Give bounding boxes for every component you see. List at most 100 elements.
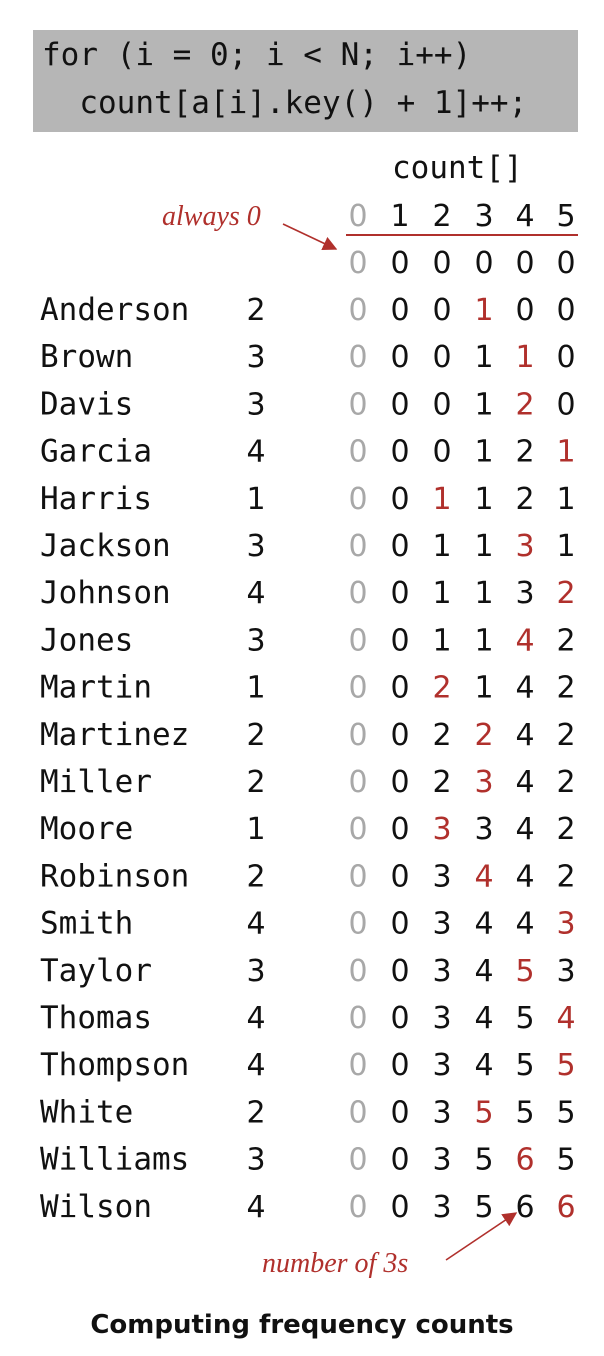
count-cell: 0 <box>556 293 575 328</box>
record-key: 3 <box>246 954 265 989</box>
record-name: Thomas <box>40 1000 152 1036</box>
count-cell: 0 <box>390 718 409 753</box>
count-cell-incremented: 3 <box>474 765 493 800</box>
table-row: Thompson 4 0 0 3 4 5 5 <box>40 1047 576 1083</box>
record-key: 2 <box>246 1095 265 1130</box>
record-key: 4 <box>246 907 265 942</box>
always-zero-annotation: always 0 <box>162 201 261 232</box>
table-row: White 2 0 0 3 5 5 5 <box>40 1094 576 1130</box>
count-cell-incremented: 2 <box>432 671 451 706</box>
record-key: 2 <box>246 859 265 894</box>
record-key: 2 <box>246 765 265 800</box>
count-cell: 0 <box>390 623 409 658</box>
count-cell: 0 <box>348 1143 367 1178</box>
count-cell: 3 <box>432 859 451 894</box>
initial-count-cell: 0 <box>390 246 409 281</box>
count-cell: 2 <box>556 812 575 847</box>
record-name: Taylor <box>40 953 152 989</box>
count-cell: 0 <box>390 576 409 611</box>
table-row: Harris 1 0 0 1 1 2 1 <box>40 481 576 517</box>
count-cell: 3 <box>432 1190 451 1225</box>
table-row: Wilson 4 0 0 3 5 6 6 <box>40 1189 576 1225</box>
count-cell: 5 <box>474 1143 493 1178</box>
count-cell: 4 <box>474 954 493 989</box>
array-label: count[] <box>392 150 523 186</box>
count-cell: 0 <box>390 671 409 706</box>
count-cell-incremented: 2 <box>474 718 493 753</box>
record-name: Johnson <box>40 575 171 611</box>
count-cell: 2 <box>432 765 451 800</box>
count-cell: 0 <box>348 529 367 564</box>
count-cell-incremented: 5 <box>556 1048 575 1083</box>
code-block-background <box>33 30 578 132</box>
count-cell: 0 <box>515 293 534 328</box>
record-key: 4 <box>246 1190 265 1225</box>
count-cell: 3 <box>432 1143 451 1178</box>
count-cell-incremented: 1 <box>474 293 493 328</box>
table-row: Jones 3 0 0 1 1 4 2 <box>40 622 576 658</box>
count-cell: 0 <box>348 954 367 989</box>
record-key: 1 <box>246 671 265 706</box>
record-key: 3 <box>246 1143 265 1178</box>
count-cell-incremented: 1 <box>556 435 575 470</box>
count-cell-incremented: 3 <box>432 812 451 847</box>
count-cell: 5 <box>515 1048 534 1083</box>
count-cell: 1 <box>474 623 493 658</box>
count-cell: 0 <box>390 765 409 800</box>
count-cell: 0 <box>348 907 367 942</box>
record-name: Robinson <box>40 858 189 894</box>
initial-count-cell: 0 <box>474 246 493 281</box>
count-cell: 0 <box>390 954 409 989</box>
record-key: 4 <box>246 1048 265 1083</box>
count-cell: 1 <box>474 671 493 706</box>
record-name: Williams <box>40 1142 189 1178</box>
count-cell: 3 <box>556 954 575 989</box>
count-cell: 4 <box>474 1001 493 1036</box>
count-cell: 6 <box>515 1190 534 1225</box>
count-cell: 0 <box>432 387 451 422</box>
table-row: Jackson 3 0 0 1 1 3 1 <box>40 528 576 564</box>
count-cell: 2 <box>556 623 575 658</box>
record-key: 3 <box>246 529 265 564</box>
count-cell: 1 <box>474 482 493 517</box>
record-key: 3 <box>246 387 265 422</box>
record-key: 4 <box>246 576 265 611</box>
count-cell: 0 <box>390 1095 409 1130</box>
count-cell: 0 <box>390 907 409 942</box>
count-cell: 0 <box>348 718 367 753</box>
column-index-4: 4 <box>515 199 534 234</box>
table-row: Johnson 4 0 0 1 1 3 2 <box>40 575 576 611</box>
count-cell: 0 <box>556 387 575 422</box>
table-row: Martin 1 0 0 2 1 4 2 <box>40 670 576 706</box>
count-cell: 1 <box>556 482 575 517</box>
count-cell: 0 <box>390 1143 409 1178</box>
frequency-count-diagram: for (i = 0; i < N; i++) count[a[i].key()… <box>33 30 578 1279</box>
initial-count-cell: 0 <box>515 246 534 281</box>
table-row: Martinez 2 0 0 2 2 4 2 <box>40 717 576 753</box>
count-cell: 3 <box>432 1048 451 1083</box>
count-cell-incremented: 2 <box>515 387 534 422</box>
count-cell: 0 <box>348 482 367 517</box>
table-row: Anderson 2 0 0 0 1 0 0 <box>40 292 576 328</box>
count-cell: 0 <box>348 576 367 611</box>
count-cell: 4 <box>515 859 534 894</box>
count-cell: 3 <box>474 812 493 847</box>
count-cell-incremented: 3 <box>556 907 575 942</box>
table-row: Taylor 3 0 0 3 4 5 3 <box>40 953 576 989</box>
count-cell: 0 <box>348 812 367 847</box>
count-cell: 0 <box>390 293 409 328</box>
count-cell: 1 <box>474 529 493 564</box>
count-cell: 3 <box>432 1001 451 1036</box>
count-cell: 0 <box>432 340 451 375</box>
record-name: Davis <box>40 386 133 422</box>
record-key: 3 <box>246 623 265 658</box>
count-cell: 0 <box>348 340 367 375</box>
column-index-2: 2 <box>432 199 451 234</box>
record-name: Jones <box>40 622 133 658</box>
table-row: Williams 3 0 0 3 5 6 5 <box>40 1142 576 1178</box>
count-cell: 2 <box>515 435 534 470</box>
record-key: 2 <box>246 718 265 753</box>
count-cell: 1 <box>474 435 493 470</box>
